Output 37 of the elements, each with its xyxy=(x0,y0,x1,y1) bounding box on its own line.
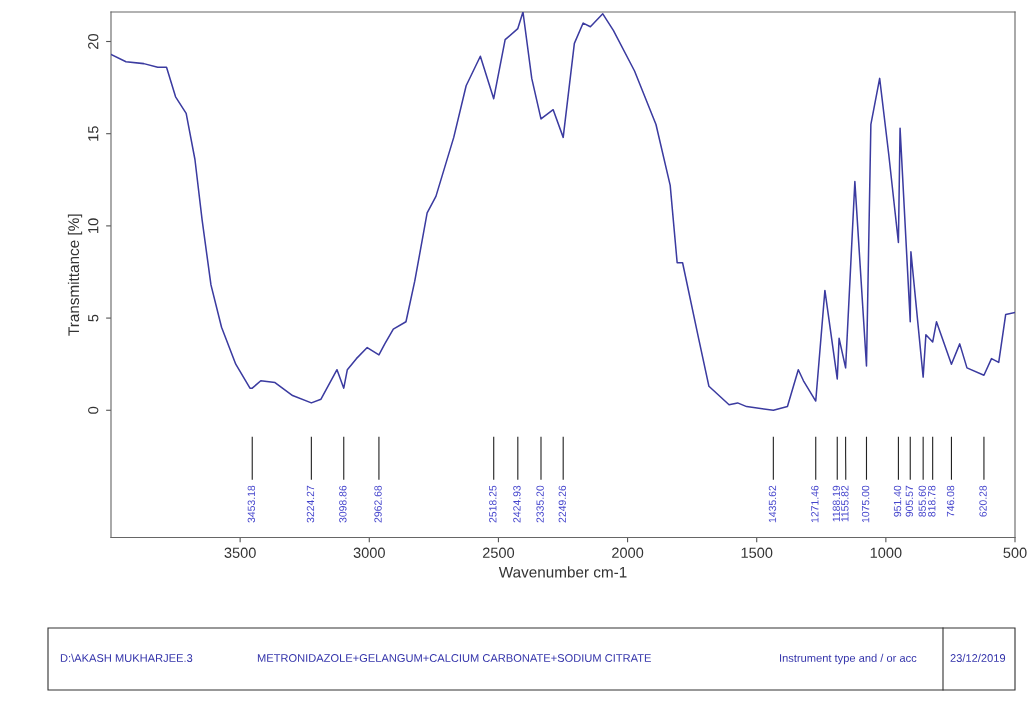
text: 23/12/2019 xyxy=(950,653,1006,662)
x-tick-label: 2500 xyxy=(482,547,515,558)
text: D:\AKASH MUKHARJEE.3 xyxy=(60,653,193,662)
x-axis-title: Wavenumber cm-1 xyxy=(498,566,627,578)
annotation: 1155.82 xyxy=(841,485,849,522)
annotation: 3224.27 xyxy=(306,485,315,523)
y-tick-label: 5 xyxy=(88,314,99,322)
x-tick-label: 3500 xyxy=(224,547,256,558)
y-tick-label: 10 xyxy=(88,218,99,233)
annotation: 3098.86 xyxy=(339,485,347,523)
annotation: 746.08 xyxy=(946,485,955,517)
y-tick-label: 0 xyxy=(88,406,99,414)
annotation: 620.28 xyxy=(979,485,987,517)
annotation: 1435.62 xyxy=(768,485,777,523)
y-tick-label: 15 xyxy=(88,126,99,141)
annotation: 2424.93 xyxy=(513,485,521,523)
x-tick-label: 1000 xyxy=(870,547,902,558)
annotation: 3453.18 xyxy=(247,485,256,523)
x-tick-label: 2000 xyxy=(612,547,644,558)
annotation: 1075.00 xyxy=(861,485,870,523)
text: METRONIDAZOLE+GELANGUM+CALCIUM CARBONATE+SODIUM CITRATE xyxy=(257,654,651,662)
annotation: 2249.26 xyxy=(558,485,566,523)
annotation: 855.60 xyxy=(918,485,926,517)
annotation: 1271.46 xyxy=(811,485,819,523)
x-tick-label: 500 xyxy=(1003,547,1027,558)
annotation: 2335.20 xyxy=(536,485,544,523)
x-tick-label: 1500 xyxy=(741,547,773,558)
y-axis-title: Transmittance [%] xyxy=(67,214,83,336)
annotation: 1188.19 xyxy=(832,485,841,522)
annotation: 2962.68 xyxy=(374,485,382,523)
annotation: 905.57 xyxy=(905,485,914,517)
text: Instrument type and / or acc xyxy=(780,653,917,665)
annotation: 2518.25 xyxy=(489,485,497,523)
x-tick-label: 3000 xyxy=(353,547,385,558)
annotation: 818.78 xyxy=(928,485,936,517)
annotation: 951.40 xyxy=(893,485,902,517)
y-tick-label: 20 xyxy=(88,33,99,49)
